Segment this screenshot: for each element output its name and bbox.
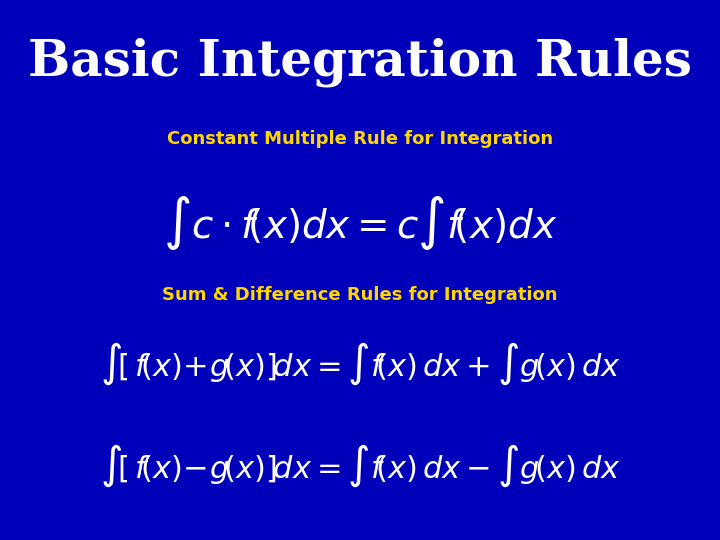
Text: $\int \!\left[\, f\!\left(x\right)\!+\!g\!\left(x\right)\right]\! dx = \int f\!\: $\int \!\left[\, f\!\left(x\right)\!+\!g… — [99, 340, 621, 387]
Text: Sum & Difference Rules for Integration: Sum & Difference Rules for Integration — [162, 286, 558, 304]
Text: Constant Multiple Rule for Integration: Constant Multiple Rule for Integration — [167, 130, 553, 147]
Text: Basic Integration Rules: Basic Integration Rules — [28, 38, 692, 87]
Text: $\int c \cdot f\!\left(x\right) dx = c \int f\!\left(x\right) dx$: $\int c \cdot f\!\left(x\right) dx = c \… — [163, 194, 557, 252]
Text: $\int \!\left[\, f\!\left(x\right)\!-\!g\!\left(x\right)\right]\! dx = \int f\!\: $\int \!\left[\, f\!\left(x\right)\!-\!g… — [99, 443, 621, 489]
